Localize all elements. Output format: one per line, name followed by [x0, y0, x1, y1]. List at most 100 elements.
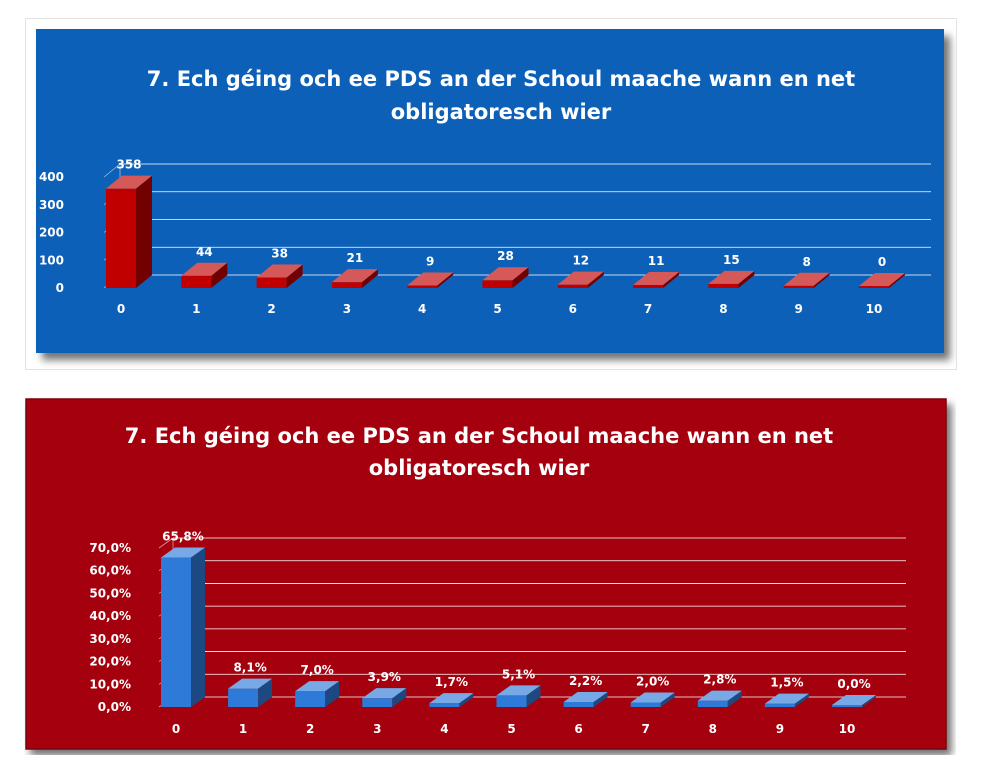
- bar: [633, 271, 680, 288]
- bar-side: [660, 692, 675, 707]
- bar-side: [286, 264, 303, 288]
- bar-top: [295, 681, 340, 692]
- bar-front: [633, 284, 664, 288]
- bar-side: [325, 681, 340, 707]
- bar-top: [783, 272, 830, 286]
- bar-side: [437, 272, 454, 288]
- bar-top: [496, 685, 541, 696]
- bar-front: [256, 277, 287, 288]
- bar-top: [407, 272, 454, 286]
- y-tick-label: 0: [56, 281, 64, 295]
- data-label: 8: [803, 255, 811, 269]
- x-tick-label: 5: [507, 722, 515, 736]
- bar-side: [889, 273, 905, 288]
- bar-top: [429, 693, 474, 704]
- chart-background: [36, 29, 944, 353]
- x-tick-label: 1: [192, 302, 200, 316]
- bar-top: [228, 678, 273, 689]
- data-label: 11: [648, 254, 665, 268]
- gridline-depth: [158, 537, 174, 549]
- x-tick-label: 0: [117, 302, 125, 316]
- bar-front: [161, 557, 191, 707]
- data-label: 1,7%: [435, 675, 468, 689]
- y-tick-label: 70,0%: [89, 541, 131, 555]
- bar-top: [832, 695, 876, 705]
- data-label: 2,8%: [703, 673, 736, 687]
- bar-top: [161, 547, 205, 558]
- bar-side: [361, 269, 378, 288]
- data-label: 12: [572, 254, 589, 268]
- data-label: 15: [723, 253, 740, 267]
- y-tick-label: 40,0%: [89, 609, 131, 623]
- bar-top: [482, 267, 529, 281]
- bar-top: [256, 264, 303, 278]
- bar-front: [362, 698, 393, 707]
- percent-chart-panel: 7. Ech géing och ee PDS an der Schoul ma…: [24, 397, 956, 755]
- x-tick-label: 8: [709, 722, 717, 736]
- data-label: 2,0%: [636, 674, 669, 688]
- bar: [557, 271, 604, 288]
- bar-front: [708, 283, 739, 288]
- y-tick-label: 60,0%: [89, 564, 131, 578]
- x-tick-label: 2: [267, 302, 275, 316]
- bar: [429, 693, 474, 707]
- bar: [106, 175, 152, 288]
- x-tick-label: 9: [795, 302, 803, 316]
- x-tick-label: 8: [719, 302, 727, 316]
- data-label: 21: [347, 251, 364, 265]
- x-tick-label: 6: [574, 722, 582, 736]
- bar: [708, 270, 755, 288]
- bar-front: [482, 280, 513, 288]
- bar: [563, 692, 608, 707]
- bar-side: [663, 271, 680, 288]
- bar-side: [211, 262, 228, 288]
- y-tick-label: 30,0%: [89, 632, 131, 646]
- data-label: 1,5%: [770, 676, 803, 690]
- bar-side: [459, 693, 474, 707]
- bar-side: [727, 690, 742, 707]
- y-tick-label: 20,0%: [89, 655, 131, 669]
- y-tick-label: 0,0%: [98, 700, 131, 714]
- x-tick-label: 3: [373, 722, 381, 736]
- data-label: 8,1%: [233, 661, 266, 675]
- percent-bar-chart: 7. Ech géing och ee PDS an der Schoul ma…: [25, 398, 947, 750]
- data-label: 358: [116, 158, 141, 172]
- data-label: 0: [878, 255, 886, 269]
- bar-top: [106, 175, 152, 189]
- bar-side: [526, 685, 541, 707]
- data-label: 5,1%: [502, 667, 535, 681]
- x-tick-label: 10: [866, 302, 883, 316]
- x-tick-label: 0: [172, 722, 180, 736]
- data-label: 7,0%: [301, 663, 334, 677]
- bar-front: [496, 695, 527, 707]
- bar: [832, 695, 876, 707]
- data-label: 65,8%: [162, 530, 204, 544]
- y-tick-label: 200: [39, 226, 64, 240]
- bar-front: [832, 705, 862, 707]
- bar: [783, 272, 830, 288]
- bar-side: [794, 693, 809, 707]
- x-tick-label: 9: [776, 722, 784, 736]
- bar-side: [191, 547, 205, 707]
- x-tick-label: 2: [306, 722, 314, 736]
- bar-top: [697, 690, 742, 701]
- bar-top: [362, 688, 407, 699]
- bar: [697, 690, 742, 707]
- bar: [331, 269, 378, 288]
- data-label: 3,9%: [368, 670, 401, 684]
- bar: [407, 272, 454, 288]
- bar: [859, 273, 905, 288]
- bar-side: [587, 271, 604, 288]
- data-label: 44: [196, 245, 213, 259]
- bar-front: [563, 702, 594, 707]
- bar-top: [633, 271, 680, 285]
- x-tick-label: 10: [839, 722, 856, 736]
- bar-top: [331, 269, 378, 283]
- bar-front: [331, 282, 362, 288]
- gridline-depth: [103, 163, 121, 178]
- bar-front: [859, 286, 889, 288]
- bar-side: [862, 695, 876, 707]
- data-label: 9: [426, 255, 434, 269]
- chart-title-line-2: obligatoresch wier: [369, 456, 590, 480]
- y-tick-label: 50,0%: [89, 586, 131, 600]
